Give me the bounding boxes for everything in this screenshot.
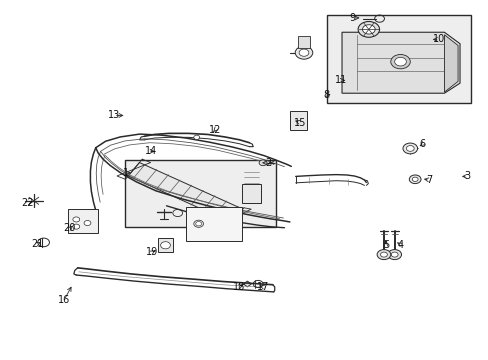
Circle shape bbox=[160, 242, 170, 249]
Text: 20: 20 bbox=[63, 224, 76, 233]
Circle shape bbox=[357, 22, 379, 37]
Polygon shape bbox=[128, 162, 243, 222]
Circle shape bbox=[195, 222, 201, 226]
Circle shape bbox=[390, 252, 397, 257]
Text: 7: 7 bbox=[426, 175, 432, 185]
Circle shape bbox=[402, 143, 417, 154]
Circle shape bbox=[299, 49, 308, 56]
Text: 14: 14 bbox=[144, 146, 157, 156]
Text: 9: 9 bbox=[349, 13, 355, 23]
Text: 6: 6 bbox=[419, 139, 425, 149]
Polygon shape bbox=[444, 35, 457, 92]
Circle shape bbox=[73, 224, 80, 229]
Text: 1: 1 bbox=[123, 168, 129, 178]
Circle shape bbox=[259, 160, 266, 166]
Circle shape bbox=[193, 220, 203, 227]
Bar bbox=[125, 160, 276, 226]
Text: 4: 4 bbox=[397, 239, 403, 249]
Bar bbox=[185, 207, 242, 241]
Text: 19: 19 bbox=[145, 247, 158, 257]
Circle shape bbox=[390, 54, 409, 69]
Circle shape bbox=[362, 25, 374, 34]
Text: 11: 11 bbox=[334, 75, 346, 85]
Text: 5: 5 bbox=[382, 239, 388, 249]
Text: 18: 18 bbox=[232, 282, 244, 292]
Bar bbox=[68, 209, 98, 233]
Text: 8: 8 bbox=[323, 90, 329, 100]
Text: 17: 17 bbox=[256, 282, 269, 292]
Text: 3: 3 bbox=[464, 171, 470, 181]
Text: 10: 10 bbox=[432, 35, 445, 44]
Text: 12: 12 bbox=[209, 125, 221, 135]
Circle shape bbox=[408, 175, 420, 184]
Text: 22: 22 bbox=[21, 198, 34, 208]
Bar bbox=[158, 238, 173, 252]
Circle shape bbox=[411, 177, 417, 181]
Circle shape bbox=[394, 57, 406, 66]
Polygon shape bbox=[243, 281, 251, 287]
Bar bbox=[290, 111, 307, 130]
Polygon shape bbox=[341, 32, 459, 93]
Circle shape bbox=[376, 249, 390, 260]
Circle shape bbox=[406, 145, 413, 151]
Circle shape bbox=[73, 217, 80, 222]
Circle shape bbox=[387, 249, 401, 260]
Bar bbox=[242, 184, 260, 203]
Text: 13: 13 bbox=[107, 111, 120, 121]
Bar bbox=[298, 36, 309, 48]
Text: 15: 15 bbox=[294, 118, 306, 128]
Circle shape bbox=[295, 46, 312, 59]
Circle shape bbox=[380, 252, 386, 257]
Text: 16: 16 bbox=[58, 295, 70, 305]
Text: 2: 2 bbox=[264, 158, 270, 168]
Circle shape bbox=[193, 135, 199, 139]
Bar bbox=[327, 15, 470, 103]
Text: 21: 21 bbox=[31, 239, 43, 249]
Circle shape bbox=[84, 221, 91, 226]
